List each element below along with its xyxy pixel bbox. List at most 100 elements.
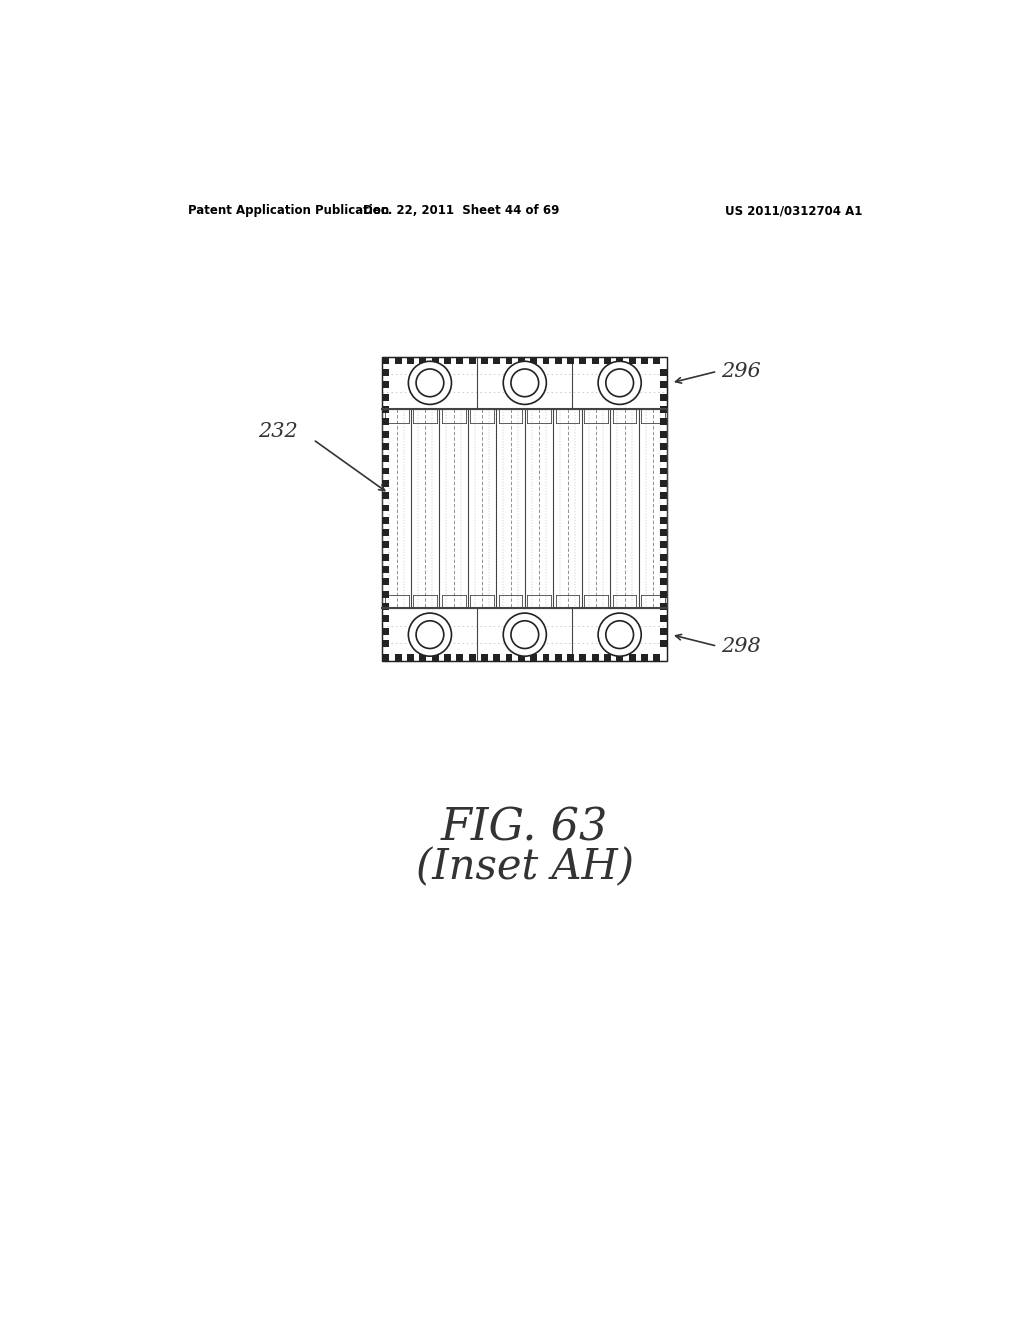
Text: (Inset AH): (Inset AH) bbox=[416, 846, 634, 888]
Bar bbox=[394, 356, 401, 363]
Text: 232: 232 bbox=[258, 422, 298, 441]
Bar bbox=[382, 409, 668, 609]
Bar bbox=[407, 356, 414, 363]
Bar bbox=[419, 653, 426, 661]
Bar bbox=[382, 407, 389, 413]
Bar bbox=[382, 615, 389, 622]
Bar bbox=[382, 554, 389, 561]
Bar bbox=[382, 566, 389, 573]
Circle shape bbox=[416, 370, 443, 397]
Bar bbox=[660, 467, 668, 474]
Bar bbox=[382, 356, 389, 363]
Bar bbox=[382, 480, 389, 487]
Bar bbox=[494, 653, 500, 661]
Bar bbox=[481, 356, 487, 363]
Bar bbox=[616, 653, 624, 661]
Bar bbox=[382, 430, 389, 437]
Bar bbox=[629, 356, 636, 363]
Circle shape bbox=[606, 370, 634, 397]
Bar bbox=[653, 653, 660, 661]
Bar bbox=[567, 653, 574, 661]
Bar bbox=[660, 529, 668, 536]
Bar bbox=[660, 554, 668, 561]
Text: US 2011/0312704 A1: US 2011/0312704 A1 bbox=[725, 205, 862, 218]
Bar bbox=[543, 356, 550, 363]
Bar bbox=[382, 653, 389, 661]
Bar bbox=[567, 356, 574, 363]
Bar bbox=[641, 653, 648, 661]
Bar bbox=[506, 356, 512, 363]
Circle shape bbox=[503, 612, 547, 656]
Bar bbox=[494, 356, 500, 363]
Circle shape bbox=[598, 612, 641, 656]
Bar bbox=[506, 653, 512, 661]
Bar bbox=[629, 653, 636, 661]
Bar bbox=[382, 381, 389, 388]
Bar bbox=[481, 653, 487, 661]
Bar bbox=[518, 653, 524, 661]
Bar bbox=[382, 529, 389, 536]
Bar bbox=[419, 356, 426, 363]
Text: Dec. 22, 2011  Sheet 44 of 69: Dec. 22, 2011 Sheet 44 of 69 bbox=[364, 205, 560, 218]
Bar bbox=[382, 455, 389, 462]
Circle shape bbox=[511, 370, 539, 397]
Circle shape bbox=[606, 620, 634, 648]
Circle shape bbox=[409, 362, 452, 404]
Bar bbox=[660, 517, 668, 524]
Bar bbox=[660, 541, 668, 548]
Bar bbox=[660, 407, 668, 413]
Bar bbox=[382, 467, 389, 474]
Bar bbox=[555, 653, 562, 661]
Bar bbox=[660, 492, 668, 499]
Bar bbox=[660, 615, 668, 622]
Bar bbox=[555, 356, 562, 363]
Bar bbox=[543, 653, 550, 661]
Bar bbox=[653, 356, 660, 363]
Bar bbox=[407, 653, 414, 661]
Bar bbox=[394, 653, 401, 661]
Bar bbox=[660, 504, 668, 511]
Bar bbox=[660, 603, 668, 610]
Bar bbox=[660, 566, 668, 573]
Bar bbox=[518, 356, 524, 363]
Circle shape bbox=[416, 620, 443, 648]
Bar bbox=[660, 393, 668, 400]
Bar bbox=[660, 430, 668, 437]
Text: 296: 296 bbox=[721, 362, 761, 380]
Bar bbox=[660, 381, 668, 388]
Bar bbox=[457, 356, 463, 363]
Bar bbox=[382, 504, 389, 511]
Bar bbox=[382, 517, 389, 524]
Bar bbox=[604, 653, 611, 661]
Bar bbox=[660, 591, 668, 598]
Bar bbox=[530, 653, 538, 661]
Bar bbox=[444, 356, 451, 363]
Bar bbox=[382, 356, 668, 409]
Bar bbox=[382, 603, 389, 610]
Bar bbox=[604, 356, 611, 363]
Circle shape bbox=[503, 362, 547, 404]
Bar bbox=[469, 356, 475, 363]
Bar bbox=[660, 455, 668, 462]
Circle shape bbox=[598, 362, 641, 404]
Bar bbox=[444, 653, 451, 661]
Bar bbox=[592, 356, 599, 363]
Bar bbox=[660, 628, 668, 635]
Bar bbox=[660, 640, 668, 647]
Bar bbox=[382, 609, 668, 661]
Bar bbox=[382, 492, 389, 499]
Bar bbox=[432, 356, 438, 363]
Bar bbox=[382, 628, 389, 635]
Text: 298: 298 bbox=[721, 636, 761, 656]
Bar bbox=[580, 653, 587, 661]
Bar bbox=[592, 653, 599, 661]
Bar bbox=[382, 356, 668, 661]
Bar bbox=[382, 370, 389, 376]
Text: FIG. 63: FIG. 63 bbox=[441, 807, 608, 850]
Bar bbox=[580, 356, 587, 363]
Circle shape bbox=[409, 612, 452, 656]
Bar bbox=[382, 393, 389, 400]
Text: Patent Application Publication: Patent Application Publication bbox=[188, 205, 389, 218]
Bar bbox=[530, 356, 538, 363]
Bar bbox=[382, 541, 389, 548]
